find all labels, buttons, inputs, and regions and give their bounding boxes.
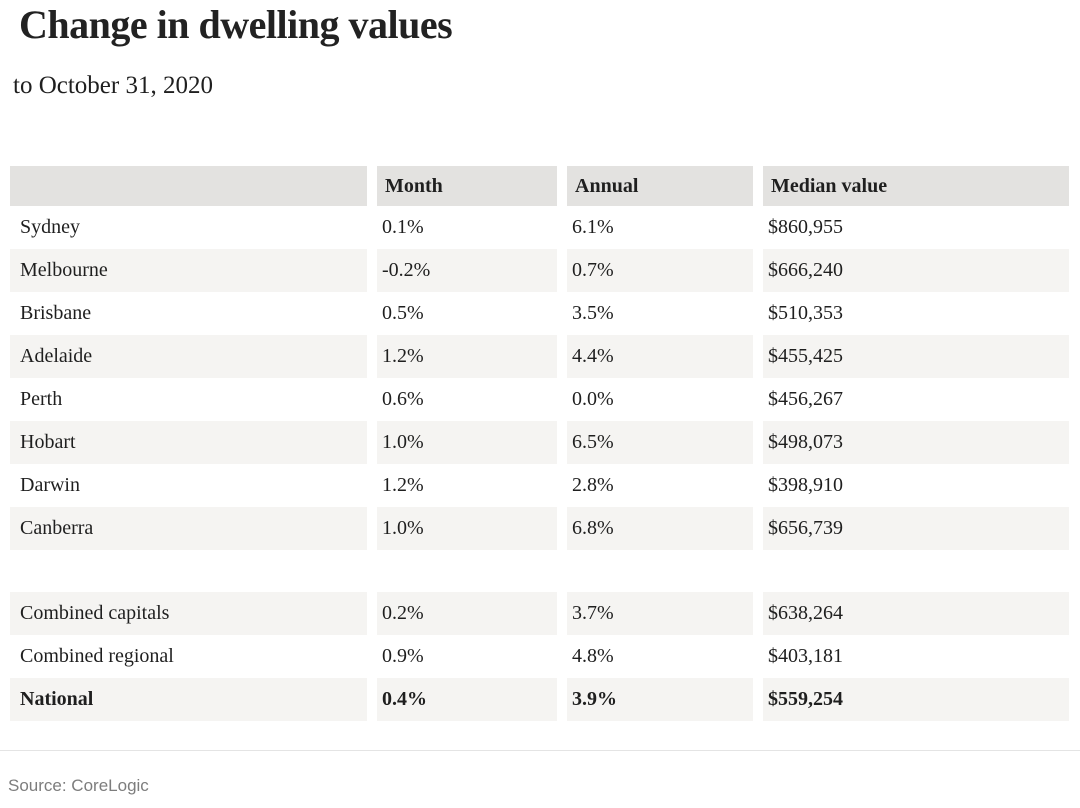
cell-annual: 4.4% <box>557 335 758 378</box>
header-row: Month Annual Median value <box>10 166 1069 206</box>
cell-median-value: $656,739 <box>753 507 1069 550</box>
cell-month: 1.0% <box>367 421 562 464</box>
cell-region: Brisbane <box>10 292 372 335</box>
cell-region: Darwin <box>10 464 372 507</box>
cell-month: 1.2% <box>367 464 562 507</box>
cell-month: 0.9% <box>367 635 562 678</box>
cell-month: 0.6% <box>367 378 562 421</box>
table-row-combined-regional: Combined regional 0.9% 4.8% $403,181 <box>10 635 1069 678</box>
table-row-national: National 0.4% 3.9% $559,254 <box>10 678 1069 721</box>
spacer-row <box>10 550 1069 592</box>
column-header-median-value: Median value <box>753 166 1069 206</box>
cell-region: Combined regional <box>10 635 372 678</box>
cell-annual: 0.7% <box>557 249 758 292</box>
table-row-adelaide: Adelaide 1.2% 4.4% $455,425 <box>10 335 1069 378</box>
cell-median-value: $559,254 <box>753 678 1069 721</box>
cell-annual: 4.8% <box>557 635 758 678</box>
cell-annual: 6.5% <box>557 421 758 464</box>
cell-month: 0.2% <box>367 592 562 635</box>
cell-annual: 3.9% <box>557 678 758 721</box>
page-title: Change in dwelling values <box>19 2 453 47</box>
cell-annual: 2.8% <box>557 464 758 507</box>
cell-region: National <box>10 678 372 721</box>
table-row-canberra: Canberra 1.0% 6.8% $656,739 <box>10 507 1069 550</box>
table-row-hobart: Hobart 1.0% 6.5% $498,073 <box>10 421 1069 464</box>
table-row-melbourne: Melbourne -0.2% 0.7% $666,240 <box>10 249 1069 292</box>
cell-median-value: $510,353 <box>753 292 1069 335</box>
cell-region: Melbourne <box>10 249 372 292</box>
cell-month: 1.0% <box>367 507 562 550</box>
dwelling-values-table-container: Month Annual Median value Sydney 0.1% 6.… <box>10 166 1069 721</box>
cell-median-value: $860,955 <box>753 206 1069 249</box>
column-header-month: Month <box>367 166 562 206</box>
cell-month: 0.4% <box>367 678 562 721</box>
dwelling-values-table: Month Annual Median value Sydney 0.1% 6.… <box>10 166 1069 721</box>
table-row-sydney: Sydney 0.1% 6.1% $860,955 <box>10 206 1069 249</box>
cell-annual: 6.1% <box>557 206 758 249</box>
cell-region: Adelaide <box>10 335 372 378</box>
cell-month: 0.5% <box>367 292 562 335</box>
column-header-annual: Annual <box>557 166 758 206</box>
cell-region: Canberra <box>10 507 372 550</box>
cell-median-value: $398,910 <box>753 464 1069 507</box>
cell-month: 0.1% <box>367 206 562 249</box>
cell-median-value: $456,267 <box>753 378 1069 421</box>
cell-median-value: $498,073 <box>753 421 1069 464</box>
source-credit: Source: CoreLogic <box>8 776 149 795</box>
page-subtitle: to October 31, 2020 <box>13 72 213 99</box>
cell-region: Combined capitals <box>10 592 372 635</box>
spacer-cell <box>10 550 1069 592</box>
cell-median-value: $638,264 <box>753 592 1069 635</box>
cell-annual: 6.8% <box>557 507 758 550</box>
cell-median-value: $403,181 <box>753 635 1069 678</box>
cell-annual: 3.5% <box>557 292 758 335</box>
cell-region: Hobart <box>10 421 372 464</box>
table-row-darwin: Darwin 1.2% 2.8% $398,910 <box>10 464 1069 507</box>
table-row-combined-capitals: Combined capitals 0.2% 3.7% $638,264 <box>10 592 1069 635</box>
column-header-region <box>10 166 372 206</box>
cell-median-value: $455,425 <box>753 335 1069 378</box>
table-row-perth: Perth 0.6% 0.0% $456,267 <box>10 378 1069 421</box>
cell-month: 1.2% <box>367 335 562 378</box>
footer-divider <box>0 750 1080 751</box>
cell-region: Sydney <box>10 206 372 249</box>
cell-annual: 3.7% <box>557 592 758 635</box>
table-row-brisbane: Brisbane 0.5% 3.5% $510,353 <box>10 292 1069 335</box>
cell-annual: 0.0% <box>557 378 758 421</box>
cell-median-value: $666,240 <box>753 249 1069 292</box>
cell-region: Perth <box>10 378 372 421</box>
cell-month: -0.2% <box>367 249 562 292</box>
